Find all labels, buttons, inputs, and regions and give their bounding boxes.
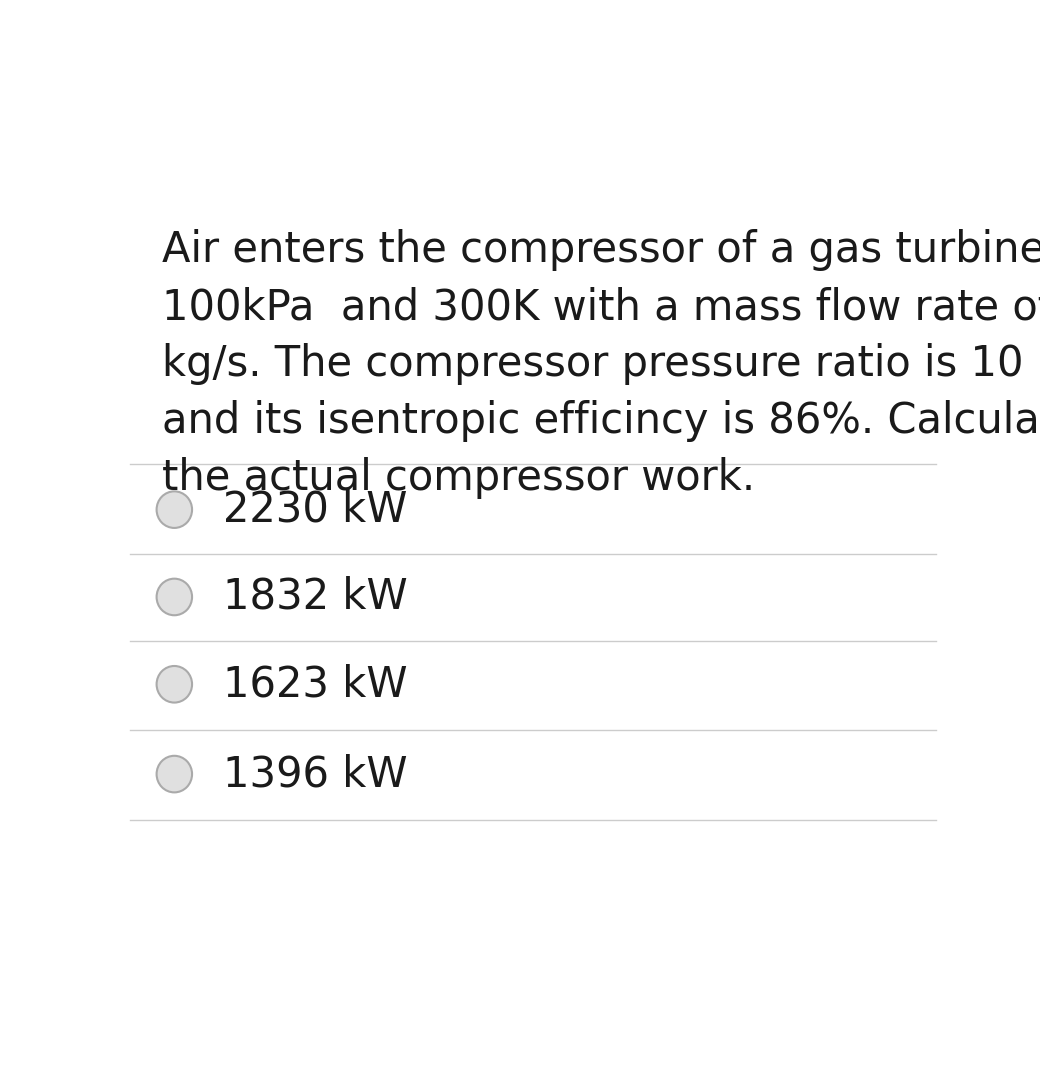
- Circle shape: [157, 756, 192, 793]
- Text: 2230 kW: 2230 kW: [223, 488, 407, 530]
- Circle shape: [157, 579, 192, 616]
- Text: Air enters the compressor of a gas turbine at
100kPa  and 300K with a mass flow : Air enters the compressor of a gas turbi…: [162, 229, 1040, 499]
- Text: 1396 kW: 1396 kW: [223, 753, 408, 795]
- Text: 1832 kW: 1832 kW: [223, 576, 408, 618]
- Circle shape: [157, 491, 192, 528]
- Circle shape: [157, 666, 192, 703]
- Text: 1623 kW: 1623 kW: [223, 663, 408, 705]
